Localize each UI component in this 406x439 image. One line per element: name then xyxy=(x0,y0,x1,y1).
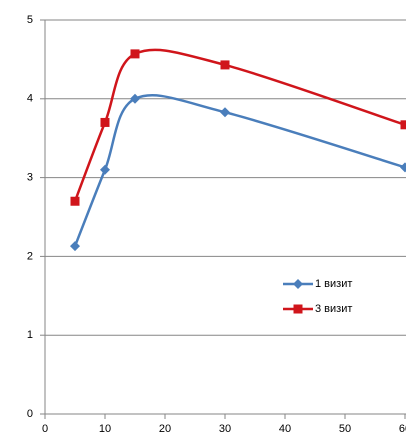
data-point xyxy=(130,49,140,59)
x-tick-label: 50 xyxy=(339,423,351,435)
data-point xyxy=(100,164,110,175)
x-tick-label: 20 xyxy=(159,423,171,435)
legend-label: 1 визит xyxy=(315,278,352,290)
data-point xyxy=(70,196,80,206)
series-line xyxy=(73,48,406,202)
data-point xyxy=(220,107,230,118)
x-tick-label: 40 xyxy=(279,423,291,435)
data-point xyxy=(400,162,406,173)
y-tick-label: 5 xyxy=(27,14,33,26)
data-point xyxy=(100,117,110,127)
y-tick-label: 1 xyxy=(27,329,33,341)
data-point xyxy=(400,120,406,130)
y-tick-label: 2 xyxy=(27,250,33,262)
y-tick-label: 3 xyxy=(27,172,33,184)
data-point xyxy=(130,93,140,104)
data-point xyxy=(70,241,80,252)
legend-marker xyxy=(293,304,303,314)
x-tick-label: 60 xyxy=(399,423,406,435)
y-tick-label: 0 xyxy=(27,408,33,420)
legend-marker xyxy=(293,279,303,289)
x-tick-label: 0 xyxy=(42,423,48,435)
x-tick-label: 30 xyxy=(219,423,231,435)
data-point xyxy=(220,60,230,70)
legend-label: 3 визит xyxy=(315,303,352,315)
x-tick-label: 10 xyxy=(99,423,111,435)
series-line xyxy=(73,94,406,247)
y-tick-label: 4 xyxy=(27,93,33,105)
